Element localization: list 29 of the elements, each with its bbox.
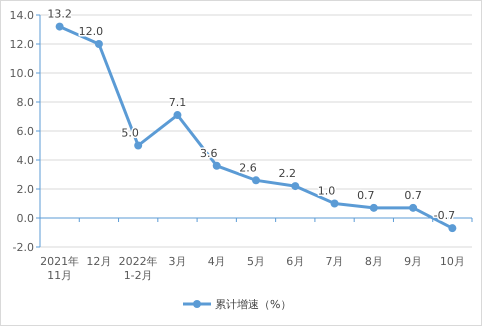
data-label: 1.0 <box>318 184 336 198</box>
legend-label: 累计增速（%） <box>215 298 292 311</box>
y-tick-label: 14.0 <box>10 9 34 22</box>
y-tick-label: 6.0 <box>16 125 34 138</box>
y-tick-label: 4.0 <box>16 154 34 167</box>
data-label: 0.7 <box>357 188 375 202</box>
x-tick-label: 6月 <box>286 255 304 268</box>
x-tick-label: 3月 <box>168 255 186 268</box>
data-label: 13.2 <box>47 8 72 21</box>
x-tick-label: 8月 <box>364 255 383 268</box>
x-tick-label: 10月 <box>440 255 465 268</box>
x-tick-label: 5月 <box>247 255 265 268</box>
y-tick-label: 12.0 <box>10 38 34 51</box>
x-tick-label: 7月 <box>326 255 344 268</box>
y-tick-label: 8.0 <box>16 96 34 109</box>
y-tick-label: 0.0 <box>16 212 34 225</box>
y-tick-label: -2.0 <box>12 241 34 254</box>
x-tick-label: 12月 <box>86 255 112 268</box>
data-label: 12.0 <box>78 25 104 38</box>
data-label: 2.6 <box>239 161 257 174</box>
x-tick-label: 2021年 11月 <box>40 255 80 282</box>
x-tick-label: 2022年 1-2月 <box>118 255 158 282</box>
data-label: 2.2 <box>278 167 296 180</box>
y-tick-label: 2.0 <box>16 183 34 196</box>
y-tick-label: 10.0 <box>10 67 34 80</box>
data-label: 0.7 <box>404 188 422 202</box>
data-label: 7.1 <box>168 96 186 110</box>
x-tick-label: 9月 <box>404 255 422 268</box>
x-tick-label: 4月 <box>208 255 226 268</box>
